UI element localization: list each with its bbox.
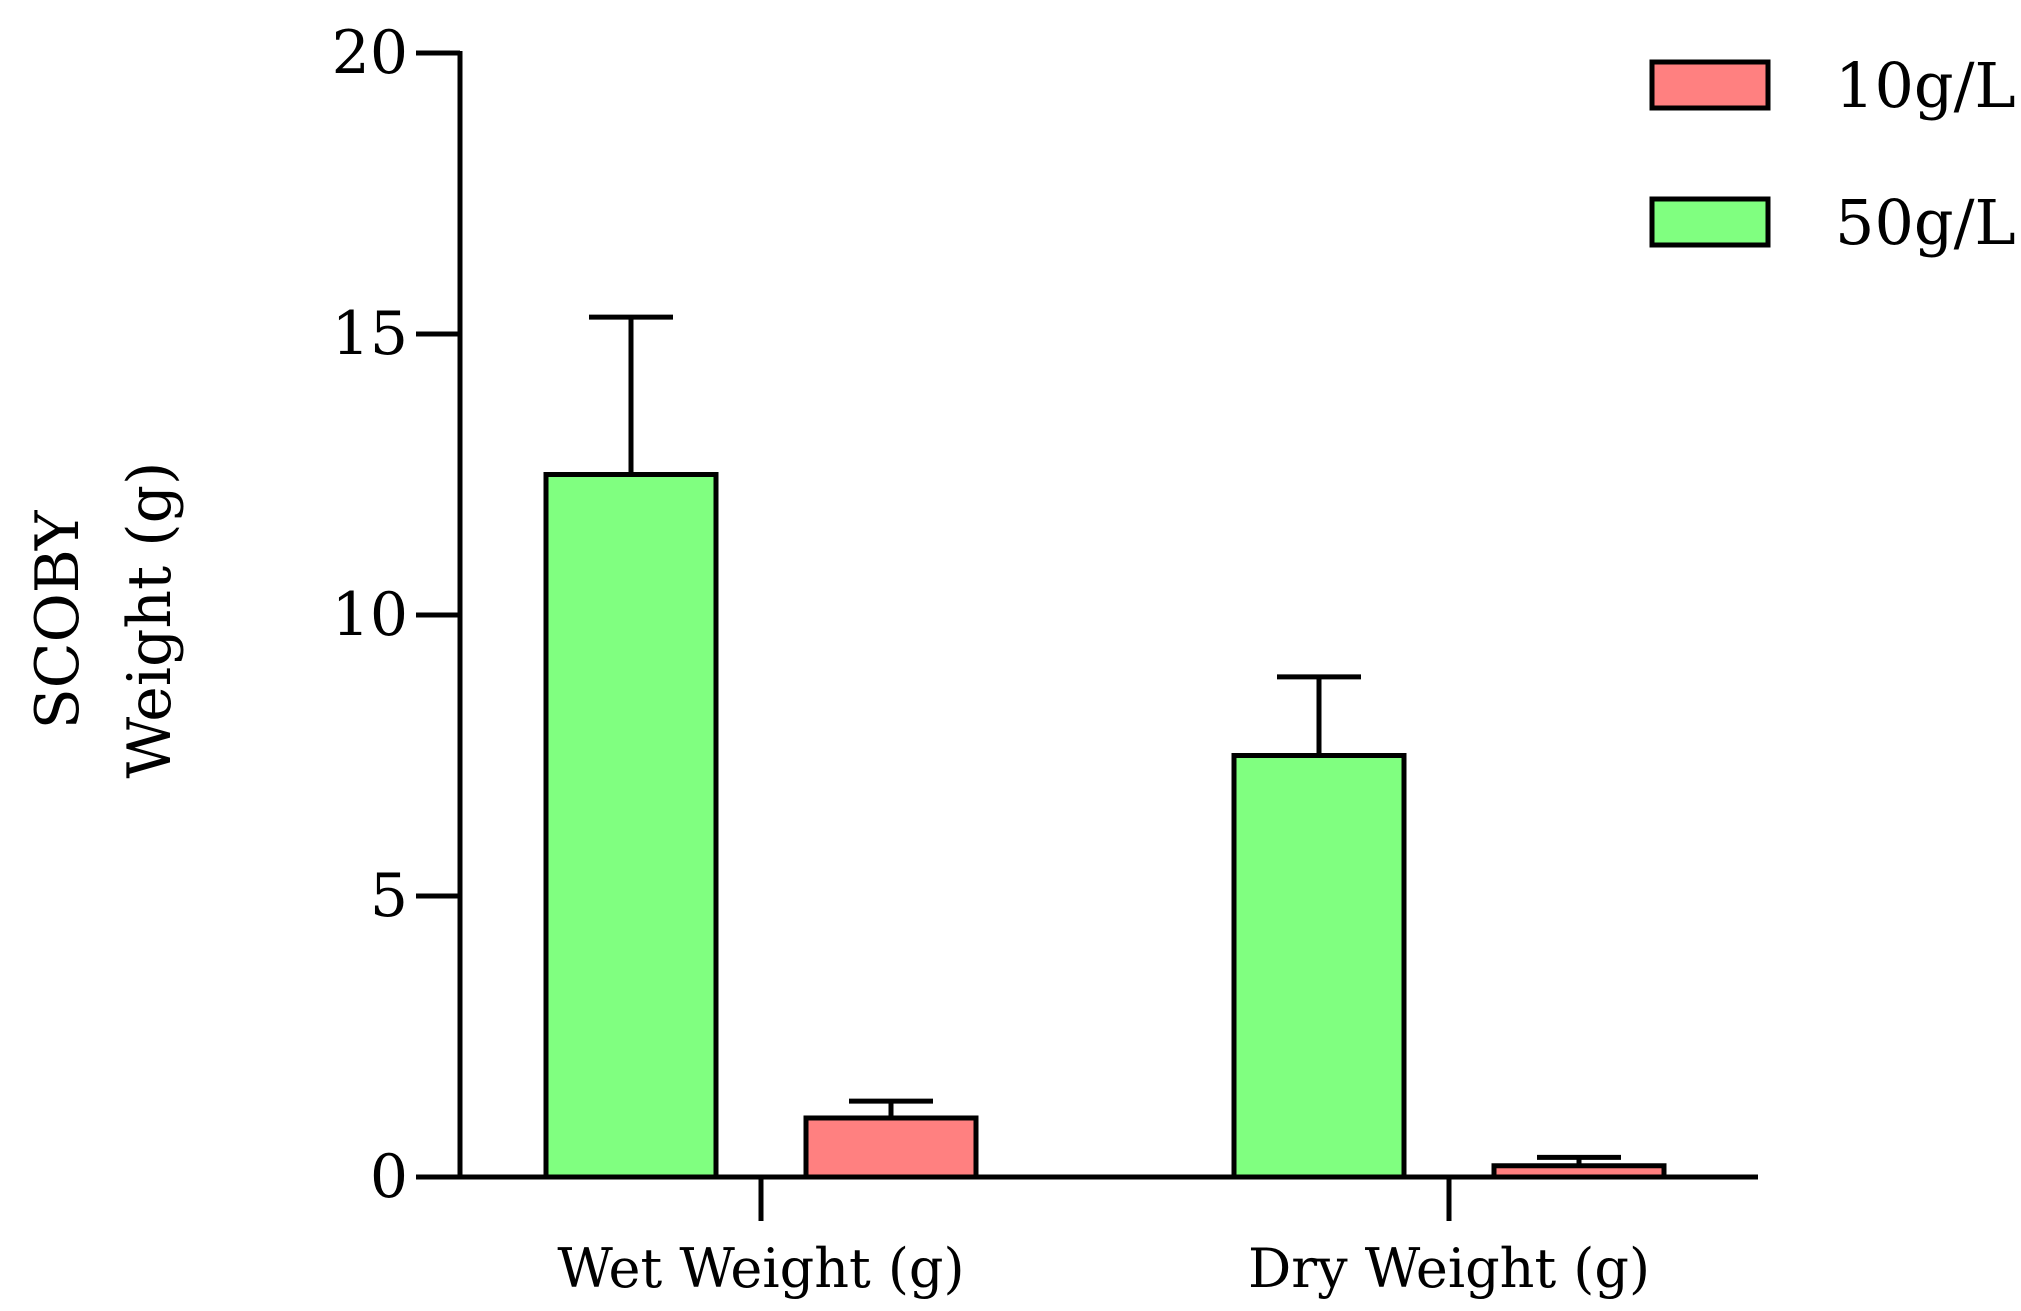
x-tick-label-1: Dry Weight (g)	[1248, 1237, 1650, 1300]
bars-layer	[543, 314, 1667, 1180]
bar-50g/L-Wet Weight (g)	[543, 472, 719, 1180]
x-tick-label-0: Wet Weight (g)	[557, 1237, 964, 1300]
bar-50g/L-Dry Weight (g)	[1231, 753, 1407, 1180]
legend-label-10g/L: 10g/L	[1835, 49, 2016, 122]
y-axis-title-line-1: SCOBY	[23, 509, 93, 729]
y-tick-label-0: 0	[370, 1142, 408, 1212]
bar-10g/L-Wet Weight (g)	[803, 1115, 979, 1180]
y-tick-label-10: 10	[332, 580, 408, 650]
legend-swatch-10g/L	[1649, 59, 1771, 111]
legend: 10g/L 50g/L	[1649, 49, 2016, 259]
axes-layer: 0 5 10 15 20 Wet Weight (g) Dry Weight (g)	[332, 18, 1758, 1300]
y-tick-label-20: 20	[332, 18, 408, 88]
legend-label-50g/L: 50g/L	[1835, 186, 2016, 259]
y-axis-title-line-2: Weight (g)	[115, 462, 185, 779]
y-tick-label-15: 15	[332, 299, 408, 369]
legend-swatch-50g/L	[1649, 196, 1771, 248]
y-axis-title: SCOBY Weight (g)	[23, 462, 185, 779]
y-tick-label-5: 5	[370, 861, 408, 931]
